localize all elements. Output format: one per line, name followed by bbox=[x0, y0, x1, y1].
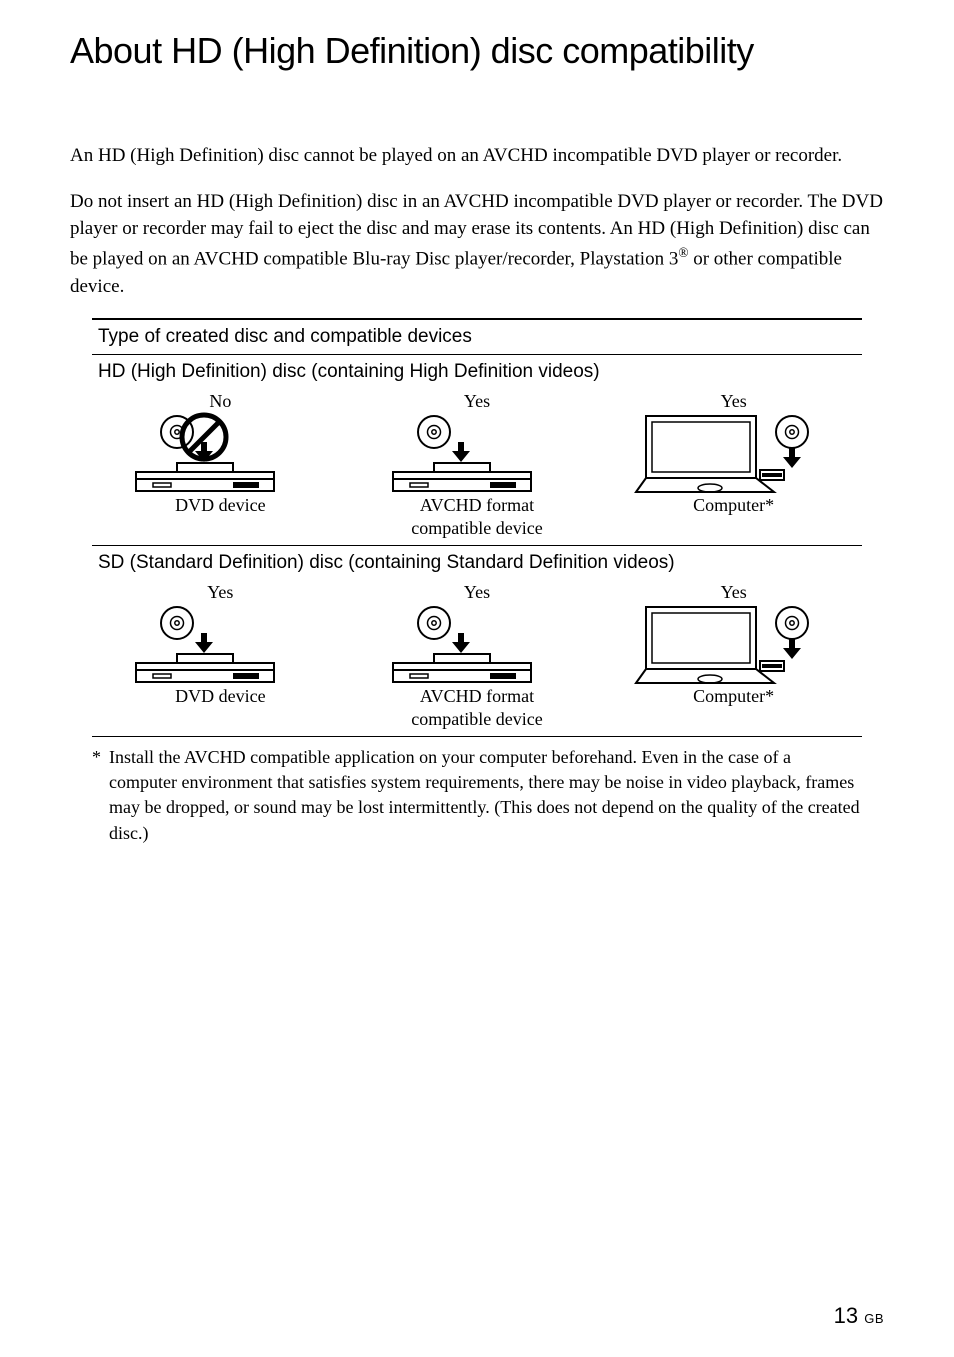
dvd-device-icon bbox=[392, 414, 562, 492]
page-number-suffix: GB bbox=[864, 1311, 884, 1326]
footnote-mark: * bbox=[92, 745, 101, 846]
arrow-down-icon bbox=[452, 633, 470, 653]
dvd-device-icon bbox=[392, 605, 562, 683]
dvd-player-icon bbox=[135, 653, 275, 683]
computer-device-icon bbox=[634, 414, 834, 492]
dvd-device-icon bbox=[135, 414, 305, 492]
footnote: * Install the AVCHD compatible applicati… bbox=[92, 745, 862, 846]
compatibility-label: Yes bbox=[721, 582, 747, 603]
page-number: 13 GB bbox=[834, 1303, 884, 1329]
laptop-icon bbox=[634, 414, 804, 496]
disc-icon bbox=[416, 414, 452, 450]
page-title: About HD (High Definition) disc compatib… bbox=[70, 30, 884, 72]
dvd-player-icon bbox=[135, 462, 275, 492]
page-number-value: 13 bbox=[834, 1303, 858, 1328]
device-cell: Yes DVD device bbox=[92, 580, 349, 732]
prohibit-icon bbox=[179, 412, 229, 462]
laptop-icon bbox=[634, 605, 804, 687]
table-subheading: SD (Standard Definition) disc (containin… bbox=[92, 546, 862, 580]
device-cell: Yes Computer* bbox=[605, 389, 862, 541]
compatibility-table: Type of created disc and compatible devi… bbox=[92, 318, 862, 737]
dvd-player-icon bbox=[392, 462, 532, 492]
arrow-down-icon bbox=[452, 442, 470, 462]
devices-row: No DVD deviceYes AVCHD formatcompat bbox=[92, 389, 862, 546]
device-cell: No DVD device bbox=[92, 389, 349, 541]
compatibility-label: Yes bbox=[464, 391, 490, 412]
dvd-device-icon bbox=[135, 605, 305, 683]
disc-icon bbox=[416, 605, 452, 641]
arrow-down-icon bbox=[195, 633, 213, 653]
disc-icon bbox=[159, 605, 195, 641]
compatibility-label: Yes bbox=[721, 391, 747, 412]
device-cell: Yes Computer* bbox=[605, 580, 862, 732]
compatibility-label: Yes bbox=[464, 582, 490, 603]
footnote-text: Install the AVCHD compatible application… bbox=[109, 745, 862, 846]
dvd-player-icon bbox=[392, 653, 532, 683]
intro-paragraph-2: Do not insert an HD (High Definition) di… bbox=[70, 188, 884, 301]
compatibility-label: No bbox=[209, 391, 231, 412]
device-label: DVD device bbox=[175, 494, 265, 517]
computer-device-icon bbox=[634, 605, 834, 683]
intro-paragraph-1: An HD (High Definition) disc cannot be p… bbox=[70, 142, 884, 170]
device-cell: Yes AVCHD formatcompatible device bbox=[349, 580, 606, 732]
table-heading: Type of created disc and compatible devi… bbox=[92, 320, 862, 355]
device-label: AVCHD formatcompatible device bbox=[411, 494, 542, 539]
devices-row: Yes DVD deviceYes AVCHD formatcompatible… bbox=[92, 580, 862, 737]
device-label: AVCHD formatcompatible device bbox=[411, 685, 542, 730]
table-subheading: HD (High Definition) disc (containing Hi… bbox=[92, 355, 862, 389]
device-cell: Yes AVCHD formatcompatible device bbox=[349, 389, 606, 541]
device-label: DVD device bbox=[175, 685, 265, 708]
registered-mark: ® bbox=[678, 245, 688, 260]
compatibility-label: Yes bbox=[207, 582, 233, 603]
